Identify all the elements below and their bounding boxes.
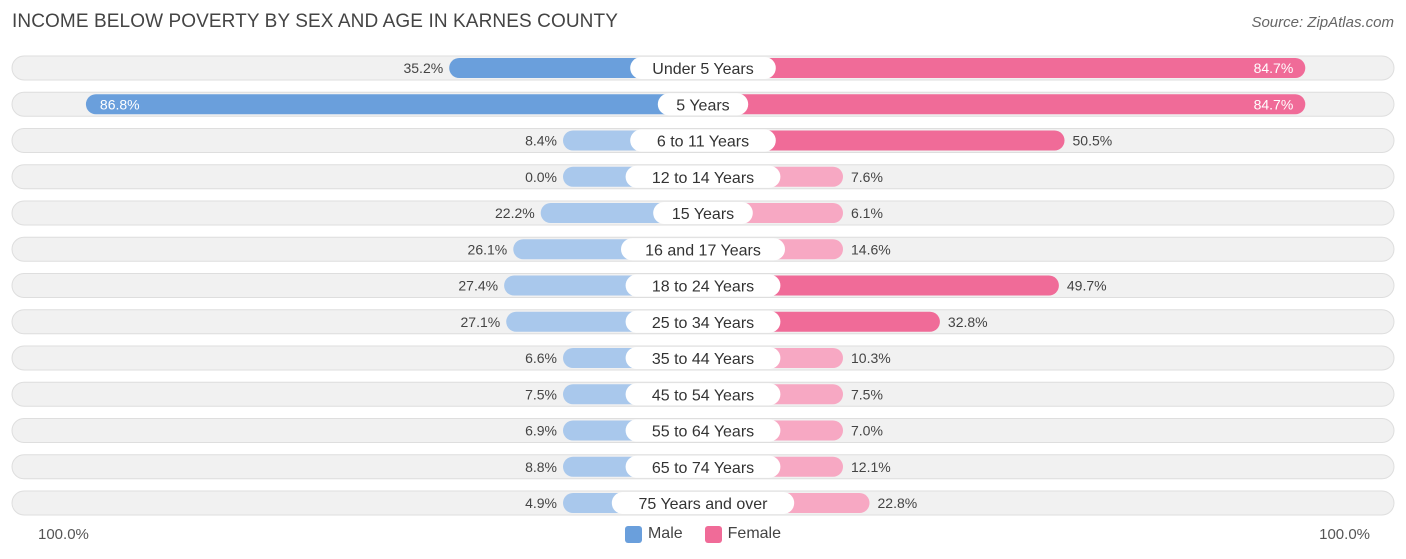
category-label: 5 Years bbox=[676, 97, 729, 114]
bar-female bbox=[703, 58, 1306, 78]
value-label-female: 22.8% bbox=[878, 495, 918, 511]
source-label: Source: ZipAtlas.com bbox=[1251, 14, 1394, 31]
value-label-female: 84.7% bbox=[1254, 60, 1294, 76]
chart-title: INCOME BELOW POVERTY BY SEX AND AGE IN K… bbox=[12, 11, 618, 32]
value-label-female: 12.1% bbox=[851, 459, 891, 475]
value-label-female: 7.0% bbox=[851, 423, 883, 439]
category-pill bbox=[625, 165, 781, 188]
legend-item-female[interactable]: Female bbox=[704, 523, 782, 545]
category-pill bbox=[653, 202, 753, 224]
legend-swatch-female bbox=[704, 525, 722, 543]
value-label-female: 10.3% bbox=[851, 350, 891, 366]
category-pill bbox=[611, 492, 795, 514]
category-label: 45 to 54 Years bbox=[652, 387, 754, 404]
bar-male bbox=[85, 94, 704, 115]
legend: Male Female bbox=[0, 523, 1406, 545]
category-pill bbox=[630, 57, 776, 79]
category-pill bbox=[625, 310, 781, 333]
category-pill bbox=[630, 129, 776, 152]
value-label-male: 26.1% bbox=[468, 241, 508, 257]
value-label-male: 4.9% bbox=[525, 495, 557, 511]
value-label-female: 6.1% bbox=[851, 205, 883, 221]
value-label-male: 6.9% bbox=[525, 423, 557, 439]
category-label: 12 to 14 Years bbox=[652, 170, 754, 187]
category-label: 75 Years and over bbox=[639, 496, 769, 513]
value-label-female: 7.5% bbox=[851, 386, 883, 402]
value-label-male: 86.8% bbox=[100, 96, 140, 112]
category-label: 6 to 11 Years bbox=[657, 134, 749, 151]
value-label-male: 0.0% bbox=[525, 169, 557, 185]
value-label-male: 35.2% bbox=[403, 60, 443, 76]
legend-item-male[interactable]: Male bbox=[624, 523, 683, 545]
value-label-male: 8.8% bbox=[525, 459, 557, 475]
category-pill bbox=[625, 347, 781, 369]
category-pill bbox=[625, 455, 781, 478]
category-label: 25 to 34 Years bbox=[652, 315, 754, 332]
value-label-male: 27.1% bbox=[461, 314, 501, 330]
axis-right-label: 100.0% bbox=[1319, 526, 1370, 543]
category-pill bbox=[625, 274, 781, 297]
bar-female bbox=[703, 130, 1065, 151]
value-label-male: 27.4% bbox=[458, 278, 498, 294]
category-pill bbox=[625, 419, 781, 442]
value-label-female: 32.8% bbox=[948, 314, 988, 330]
value-label-male: 7.5% bbox=[525, 386, 557, 402]
category-label: 55 to 64 Years bbox=[652, 424, 754, 441]
legend-swatch-male bbox=[624, 525, 642, 543]
value-label-male: 6.6% bbox=[525, 350, 557, 366]
category-pill bbox=[621, 238, 785, 261]
value-label-female: 84.7% bbox=[1254, 96, 1294, 112]
category-label: 15 Years bbox=[672, 206, 734, 223]
category-label: 18 to 24 Years bbox=[652, 279, 754, 296]
bar-female bbox=[703, 275, 1059, 296]
value-label-female: 49.7% bbox=[1067, 278, 1107, 294]
axis-left-label: 100.0% bbox=[38, 526, 89, 543]
value-label-male: 8.4% bbox=[525, 133, 557, 149]
category-pill bbox=[657, 93, 749, 116]
value-label-male: 22.2% bbox=[495, 205, 535, 221]
category-pill bbox=[625, 383, 781, 406]
bar-female bbox=[703, 94, 1306, 115]
legend-label-female: Female bbox=[727, 525, 782, 542]
value-label-female: 7.6% bbox=[851, 169, 883, 185]
category-label: 35 to 44 Years bbox=[652, 351, 754, 368]
value-label-female: 50.5% bbox=[1073, 133, 1113, 149]
legend-label-male: Male bbox=[647, 525, 683, 542]
category-label: 16 and 17 Years bbox=[645, 242, 761, 259]
value-label-female: 14.6% bbox=[851, 241, 891, 257]
category-label: 65 to 74 Years bbox=[652, 460, 754, 477]
category-label: Under 5 Years bbox=[652, 61, 753, 78]
